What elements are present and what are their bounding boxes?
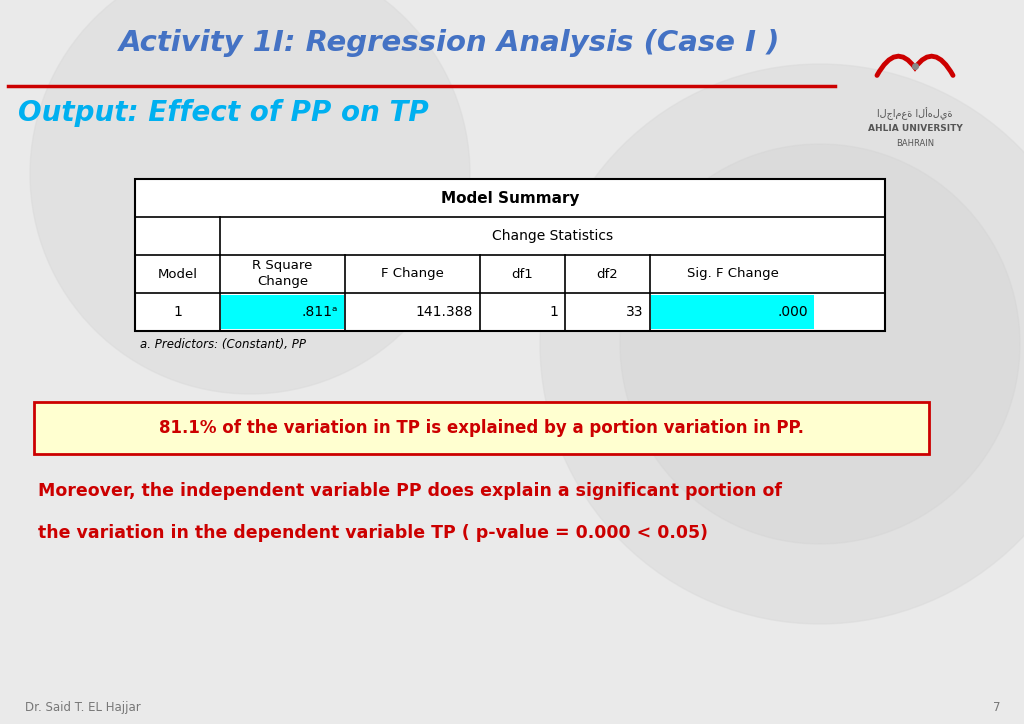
Text: 81.1% of the variation in TP is explained by a portion variation in PP.: 81.1% of the variation in TP is explaine… <box>159 419 804 437</box>
Text: the variation in the dependent variable TP ( p-value = 0.000 < 0.05): the variation in the dependent variable … <box>38 524 708 542</box>
Text: Dr. Said T. EL Hajjar: Dr. Said T. EL Hajjar <box>25 701 140 714</box>
Text: .811ᵃ: .811ᵃ <box>301 305 338 319</box>
Text: .000: .000 <box>777 305 808 319</box>
Bar <box>135 179 885 331</box>
Text: Change Statistics: Change Statistics <box>492 229 613 243</box>
Text: R Square
Change: R Square Change <box>252 259 312 288</box>
Text: Model Summary: Model Summary <box>440 190 580 206</box>
Text: Sig. F Change: Sig. F Change <box>686 267 778 280</box>
Bar <box>135 179 885 331</box>
FancyBboxPatch shape <box>34 402 929 454</box>
Text: Activity 1I: Regression Analysis (Case I ): Activity 1I: Regression Analysis (Case I… <box>120 29 780 57</box>
Text: df1: df1 <box>512 267 534 280</box>
Text: 33: 33 <box>626 305 643 319</box>
Circle shape <box>620 144 1020 544</box>
Circle shape <box>540 64 1024 624</box>
Text: df2: df2 <box>597 267 618 280</box>
Text: Moreover, the independent variable PP does explain a significant portion of: Moreover, the independent variable PP do… <box>38 482 782 500</box>
Bar <box>651 295 814 329</box>
Text: F Change: F Change <box>381 267 444 280</box>
Text: BAHRAIN: BAHRAIN <box>896 139 934 148</box>
Text: 1: 1 <box>549 305 558 319</box>
Text: AHLIA UNIVERSITY: AHLIA UNIVERSITY <box>867 124 963 133</box>
Text: الجامعة الأهلية: الجامعة الأهلية <box>878 107 952 120</box>
Bar <box>221 295 344 329</box>
Text: a. Predictors: (Constant), PP: a. Predictors: (Constant), PP <box>140 338 306 351</box>
Text: 7: 7 <box>992 701 1000 714</box>
Text: 1: 1 <box>173 305 182 319</box>
Text: 141.388: 141.388 <box>416 305 473 319</box>
Text: Model: Model <box>158 267 198 280</box>
Text: Output: Effect of PP on TP: Output: Effect of PP on TP <box>18 99 429 127</box>
Circle shape <box>30 0 470 394</box>
